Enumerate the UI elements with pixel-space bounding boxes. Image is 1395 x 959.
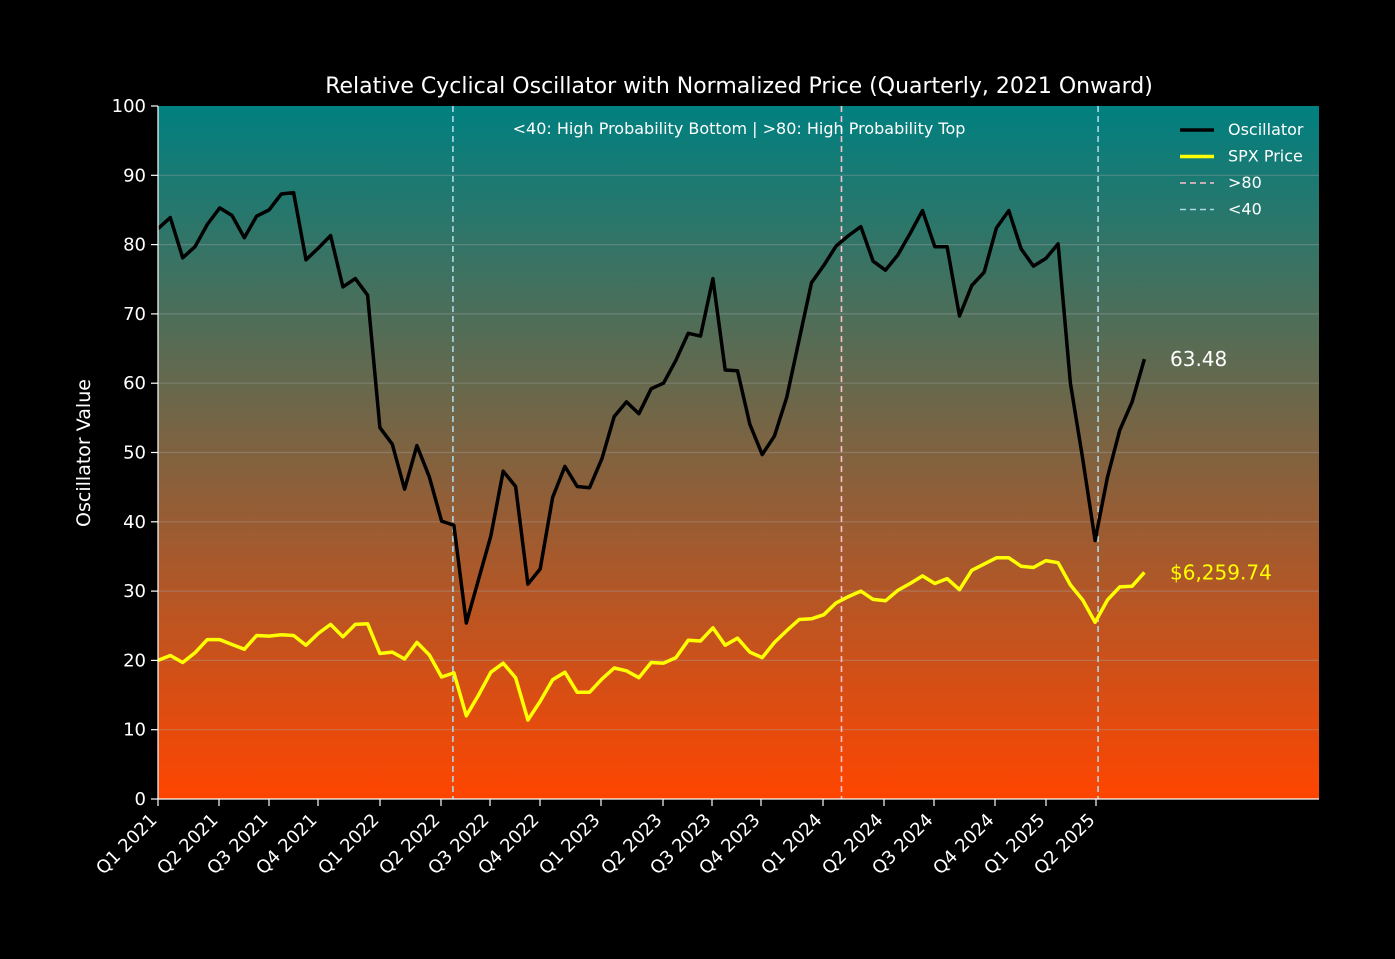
x-tick-label: Q1 2023 (535, 810, 604, 879)
x-tick-label: Q1 2024 (757, 810, 826, 879)
series-line-oscillator (156, 190, 1147, 625)
x-tick-label: Q1 2021 (92, 810, 161, 879)
x-tick-label: Q1 2022 (314, 810, 383, 879)
chart-title: Relative Cyclical Oscillator with Normal… (325, 74, 1153, 99)
y-tick-label: 30 (123, 581, 146, 602)
legend-label: SPX Price (1228, 147, 1303, 166)
threshold-lines (452, 106, 1099, 799)
y-tick-label: 100 (112, 96, 146, 117)
legend-label: Oscillator (1228, 120, 1304, 139)
end-value-label: 63.48 (1170, 347, 1227, 371)
y-tick-label: 10 (123, 720, 146, 741)
y-tick-label: 40 (123, 512, 146, 533)
threshold-annotation: <40: High Probability Bottom | >80: High… (513, 119, 966, 138)
y-tick-label: 60 (123, 373, 146, 394)
plot-area (158, 106, 1319, 799)
y-tick-label: 0 (135, 789, 146, 810)
series-lines (156, 190, 1147, 722)
legend-label: >80 (1228, 173, 1262, 192)
y-tick-label: 20 (123, 650, 146, 671)
grid (158, 174, 1319, 731)
series-line-spx-price (157, 556, 1146, 722)
y-tick-label: 50 (123, 443, 146, 464)
y-ticks: 0 10 20 30 40 50 60 70 80 90 100 (112, 96, 158, 810)
end-value-label: $6,259.74 (1170, 560, 1272, 584)
y-tick-label: 70 (123, 304, 146, 325)
legend-label: <40 (1228, 200, 1262, 219)
y-tick-label: 90 (123, 165, 146, 186)
legend: Oscillator SPX Price >80 <40 (1180, 120, 1304, 219)
y-axis-label: Oscillator Value (73, 379, 95, 527)
end-labels: 63.48 $6,259.74 (1170, 347, 1272, 584)
y-tick-label: 80 (123, 235, 146, 256)
